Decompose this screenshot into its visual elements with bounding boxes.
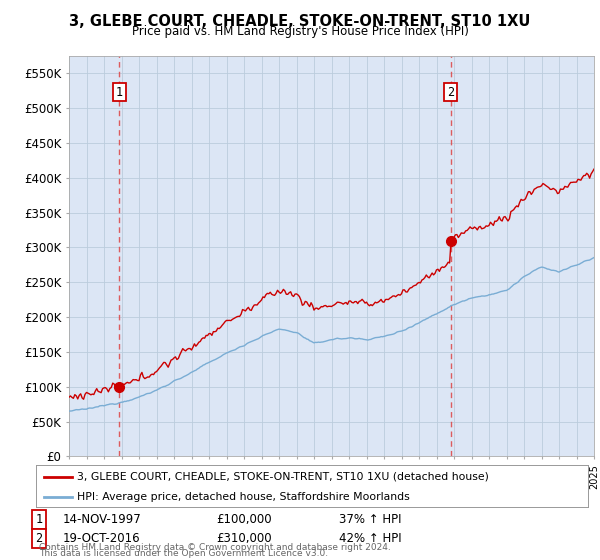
Text: 1: 1 [35,512,43,526]
Text: £310,000: £310,000 [216,532,272,545]
Text: £100,000: £100,000 [216,512,272,526]
Text: 1: 1 [116,86,123,99]
Text: 37% ↑ HPI: 37% ↑ HPI [339,512,401,526]
Text: 3, GLEBE COURT, CHEADLE, STOKE-ON-TRENT, ST10 1XU: 3, GLEBE COURT, CHEADLE, STOKE-ON-TRENT,… [70,14,530,29]
Text: 2: 2 [35,532,43,545]
Text: Contains HM Land Registry data © Crown copyright and database right 2024.: Contains HM Land Registry data © Crown c… [39,543,391,552]
Text: Price paid vs. HM Land Registry's House Price Index (HPI): Price paid vs. HM Land Registry's House … [131,25,469,38]
Text: 19-OCT-2016: 19-OCT-2016 [63,532,140,545]
Text: HPI: Average price, detached house, Staffordshire Moorlands: HPI: Average price, detached house, Staf… [77,492,410,502]
Text: 42% ↑ HPI: 42% ↑ HPI [339,532,401,545]
Text: 14-NOV-1997: 14-NOV-1997 [63,512,142,526]
Text: 3, GLEBE COURT, CHEADLE, STOKE-ON-TRENT, ST10 1XU (detached house): 3, GLEBE COURT, CHEADLE, STOKE-ON-TRENT,… [77,472,489,482]
Text: This data is licensed under the Open Government Licence v3.0.: This data is licensed under the Open Gov… [39,549,328,558]
Text: 2: 2 [447,86,454,99]
